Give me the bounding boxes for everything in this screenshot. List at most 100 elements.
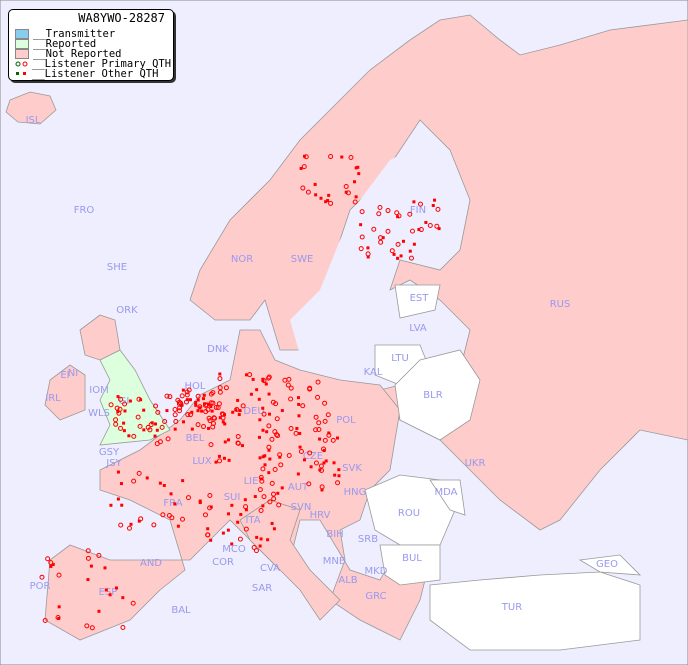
listener-other-marker <box>258 456 262 460</box>
listener-primary-marker <box>326 432 332 438</box>
listener-other-marker <box>295 426 299 430</box>
listener-primary-marker <box>277 452 283 458</box>
listener-other-marker <box>437 227 441 231</box>
listener-other-marker <box>332 461 336 465</box>
listener-primary-marker <box>305 189 311 195</box>
listener-primary-marker <box>378 239 384 245</box>
listener-other-marker <box>298 445 302 449</box>
country-label-lie: LIE <box>244 476 259 487</box>
listener-primary-marker <box>301 164 307 170</box>
listener-other-marker <box>266 538 270 542</box>
listener-other-marker <box>267 448 271 452</box>
listener-other-marker <box>169 492 173 496</box>
country-label-cze: CZE <box>303 451 323 462</box>
listener-primary-marker <box>352 199 358 205</box>
listener-other-marker <box>401 239 405 243</box>
listener-other-marker <box>103 566 107 570</box>
listener-primary-marker <box>285 382 291 388</box>
listener-primary-marker <box>235 440 241 446</box>
listener-primary-marker <box>359 234 365 240</box>
legend-item-primary-qth: __Listener Primary QTH <box>15 59 171 69</box>
country-label-pol: POL <box>336 415 356 426</box>
listener-primary-marker <box>417 201 423 207</box>
listener-primary-marker <box>396 213 402 219</box>
listener-other-marker <box>121 596 125 600</box>
listener-primary-marker <box>359 209 365 215</box>
legend-label: __Transmitter <box>33 28 116 40</box>
listener-other-marker <box>109 503 113 507</box>
circle-marker-icon <box>15 61 28 67</box>
legend-item-not-reported: __Not Reported <box>15 49 122 59</box>
listener-other-marker <box>57 605 61 609</box>
listener-primary-marker <box>313 427 319 433</box>
listener-other-marker <box>190 427 194 431</box>
legend: WA8YWO-28287 __Transmitter __Reported __… <box>8 9 174 81</box>
listener-other-marker <box>198 499 202 503</box>
listener-primary-marker <box>286 452 292 458</box>
listener-other-marker <box>261 428 265 432</box>
listener-primary-marker <box>322 400 328 406</box>
country-label-and: AND <box>140 558 162 569</box>
listener-primary-marker <box>172 412 178 418</box>
country-label-geo: GEO <box>596 559 618 570</box>
listener-other-marker <box>123 409 127 413</box>
listener-primary-marker <box>315 379 321 385</box>
listener-other-marker <box>258 544 262 548</box>
listener-primary-marker <box>210 390 216 396</box>
listener-other-marker <box>431 204 435 208</box>
listener-other-marker <box>265 430 269 434</box>
listener-other-marker <box>366 246 370 250</box>
listener-primary-marker <box>315 394 321 400</box>
country-label-mda: MDA <box>435 487 458 498</box>
listener-other-marker <box>236 520 240 524</box>
listener-primary-marker <box>179 393 185 399</box>
listener-primary-marker <box>122 401 128 407</box>
listener-other-marker <box>223 422 227 426</box>
listener-other-marker <box>267 471 271 475</box>
listener-other-marker <box>257 435 261 439</box>
country-label-dnk: DNK <box>207 344 229 355</box>
listener-other-marker <box>276 491 280 495</box>
country-label-ukr: UKR <box>465 458 486 469</box>
listener-other-marker <box>381 236 385 240</box>
listener-other-marker <box>221 420 225 424</box>
listener-other-marker <box>173 427 177 431</box>
listener-primary-marker <box>288 385 294 391</box>
listener-primary-marker <box>274 416 280 422</box>
listener-primary-marker <box>307 386 313 392</box>
country-label-jsy: JSY <box>105 458 122 469</box>
listener-primary-marker <box>385 228 391 234</box>
listener-primary-marker <box>235 434 241 440</box>
listener-primary-marker <box>135 414 141 420</box>
listener-primary-marker <box>288 425 294 431</box>
listener-primary-marker <box>85 548 91 554</box>
country-label-bel: BEL <box>186 433 205 444</box>
listener-other-marker <box>218 372 222 376</box>
listener-other-marker <box>227 512 231 516</box>
listener-other-marker <box>259 537 263 541</box>
listener-primary-marker <box>118 396 124 402</box>
listener-other-marker <box>268 457 272 461</box>
listener-other-marker <box>227 438 231 442</box>
country-label-srb: SRB <box>358 534 378 545</box>
country-irl <box>44 364 86 421</box>
listener-primary-marker <box>113 417 119 423</box>
listener-other-marker <box>116 395 120 399</box>
listener-primary-marker <box>159 424 165 430</box>
listener-primary-marker <box>385 208 391 214</box>
country-mda <box>429 479 466 516</box>
listener-primary-marker <box>195 422 201 428</box>
listener-primary-marker <box>120 624 126 630</box>
listener-other-marker <box>340 155 344 159</box>
listener-primary-marker <box>316 427 322 433</box>
country-label-blr: BLR <box>423 390 442 401</box>
listener-primary-marker <box>395 241 401 247</box>
listener-other-marker <box>108 593 112 597</box>
country-label-ita: ITA <box>245 515 260 526</box>
country-geo <box>578 554 642 576</box>
listener-other-marker <box>257 397 261 401</box>
listener-other-marker <box>120 503 124 507</box>
listener-primary-marker <box>251 544 257 550</box>
listener-primary-marker <box>322 437 328 443</box>
